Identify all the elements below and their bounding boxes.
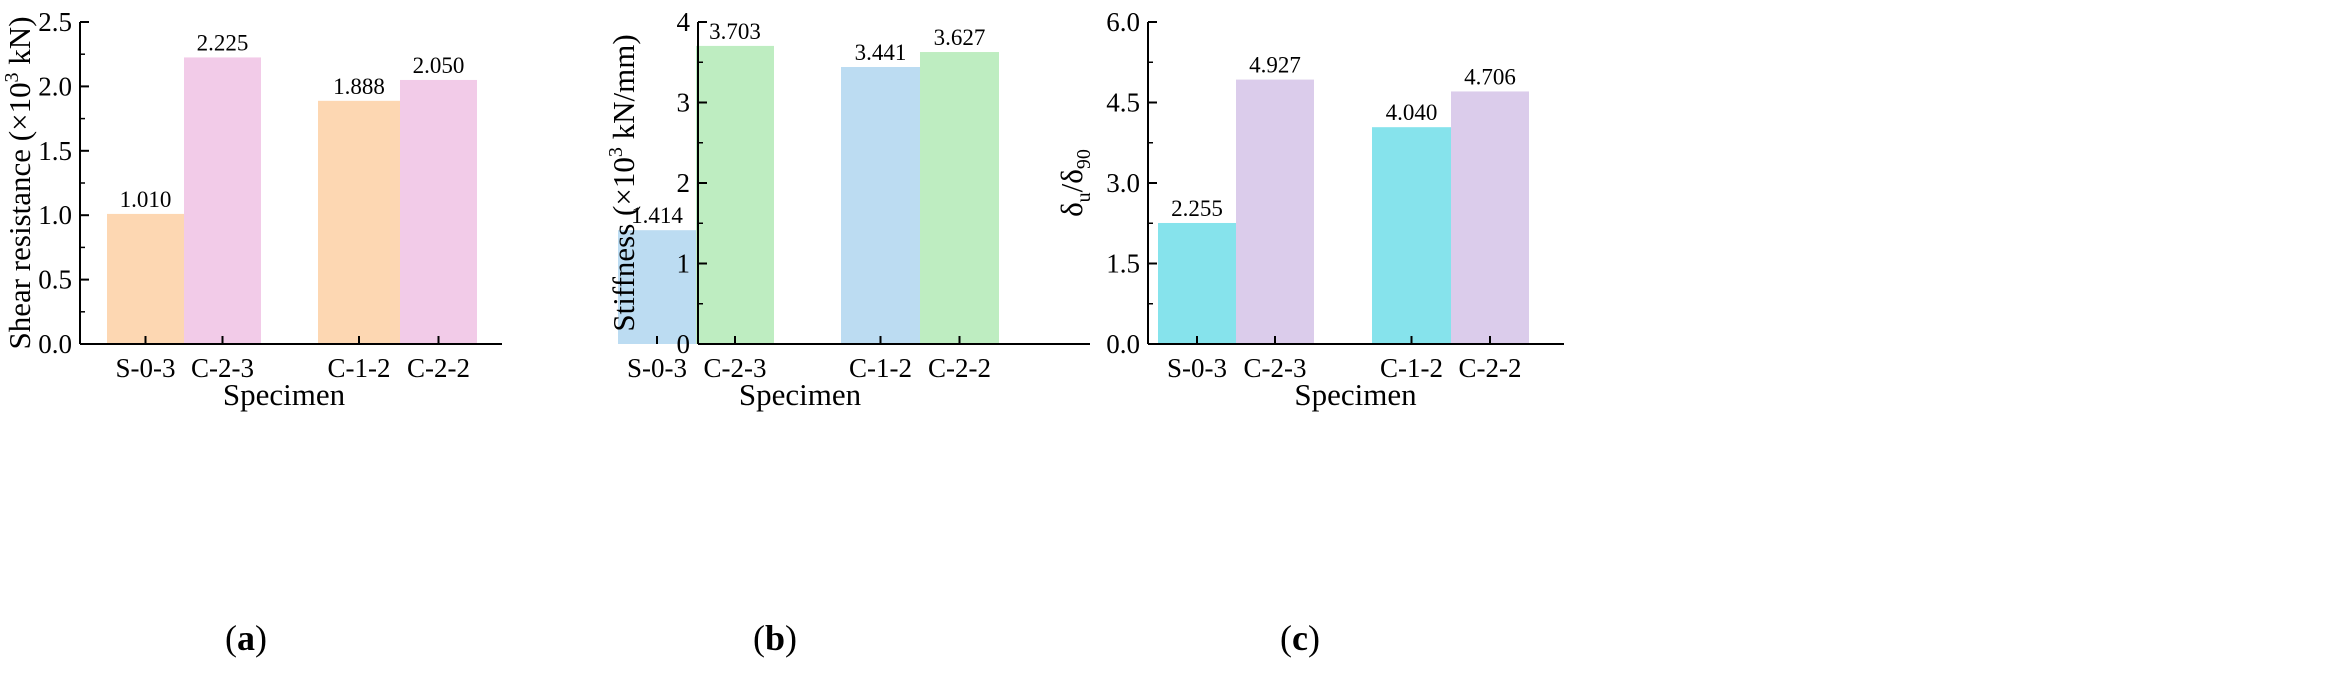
- x-tick-label: C-2-2: [1459, 353, 1522, 383]
- y-tick-label: 2.0: [38, 71, 72, 101]
- panel-label-letter: b: [765, 618, 785, 658]
- panel-label-open: (: [753, 618, 765, 658]
- y-axis-title: δu/δ90: [1054, 149, 1095, 217]
- bar-c-1-2: [841, 66, 920, 344]
- x-tick-label: S-0-3: [627, 353, 687, 383]
- data-label: 3.627: [934, 25, 986, 50]
- panel-label: (c): [1280, 618, 1320, 658]
- data-label: 2.225: [197, 30, 249, 55]
- y-tick-label: 1.0: [38, 200, 72, 230]
- y-tick-label: 4: [677, 7, 691, 37]
- y-tick-label: 1.5: [1106, 249, 1140, 279]
- panel-label-close: ): [785, 618, 797, 658]
- panel-label: (b): [753, 618, 797, 658]
- x-tick-label: C-2-2: [928, 353, 991, 383]
- y-axis-title-superscript: 3: [605, 147, 627, 157]
- x-tick-label: S-0-3: [116, 353, 176, 383]
- x-tick-label: C-1-2: [849, 353, 912, 383]
- y-tick-label: 2: [677, 168, 691, 198]
- chart-panel-b: 1.414 3.703 3.441 3.627 0 1 2 3 4 S-0-3 C-2-3 C-1-2…: [605, 7, 1090, 658]
- bar-c-2-3: [696, 45, 774, 344]
- x-tick-label: C-1-2: [1380, 353, 1443, 383]
- y-tick-label: 0.5: [38, 265, 72, 295]
- y-tick-label: 3: [677, 88, 691, 118]
- data-label: 4.706: [1464, 64, 1516, 89]
- data-label: 3.441: [855, 40, 907, 65]
- panel-label-open: (: [1280, 618, 1292, 658]
- y-axis-title-unit: kN): [2, 16, 37, 72]
- bar-c-2-3: [184, 57, 261, 345]
- data-label: 3.703: [709, 19, 761, 44]
- x-axis-title: Specimen: [1294, 377, 1417, 412]
- y-tick-label: 0: [677, 329, 691, 359]
- y-axis-title-unit: kN/mm): [606, 34, 641, 147]
- y-tick-label: 1: [677, 249, 691, 279]
- bar-s-0-3: [618, 230, 696, 344]
- y-tick-label: 0.0: [1106, 329, 1140, 359]
- y-axis-title-text: Shear resistance (×10: [2, 82, 37, 349]
- bar-c-1-2: [318, 100, 400, 345]
- data-label: 1.888: [333, 74, 385, 99]
- x-axis-title: Specimen: [223, 377, 346, 412]
- panel-label-letter: a: [237, 618, 255, 658]
- y-tick-label: 0.0: [38, 329, 72, 359]
- bar-s-0-3: [1158, 222, 1236, 344]
- bar-c-2-2: [400, 79, 477, 345]
- y-tick-label: 2.5: [38, 7, 72, 37]
- y-axis-title-superscript: 3: [1, 72, 23, 82]
- panel-label-close: ): [255, 618, 267, 658]
- data-label: 2.050: [413, 53, 465, 78]
- data-label: 2.255: [1171, 196, 1223, 221]
- y-axis-title: Stiffness (×103 kN/mm): [605, 34, 641, 331]
- y-tick-label: 3.0: [1106, 168, 1140, 198]
- y-axis-title-text: Stiffness (×10: [606, 157, 641, 332]
- panel-label: (a): [225, 618, 267, 658]
- panel-label-close: ): [1308, 618, 1320, 658]
- y-axis-title-slash: /: [1054, 183, 1089, 192]
- y-tick-label: 6.0: [1106, 7, 1140, 37]
- bar-c-2-2: [1451, 91, 1529, 344]
- bar-c-1-2: [1372, 127, 1451, 344]
- x-tick-label: C-1-2: [328, 353, 391, 383]
- x-axis-title: Specimen: [739, 377, 862, 412]
- chart-panel-c: 2.255 4.927 4.040 4.706 0.0 1.5 3.0 4.5 6.0 S-0-3…: [1054, 7, 1564, 658]
- x-tick-label: C-2-3: [1244, 353, 1307, 383]
- y-tick-label: 1.5: [38, 136, 72, 166]
- y-axis-title: Shear resistance (×103 kN): [1, 16, 37, 349]
- y-tick-label: 4.5: [1106, 88, 1140, 118]
- bar-c-2-2: [920, 52, 999, 345]
- data-label: 4.040: [1386, 100, 1438, 125]
- x-tick-label: C-2-3: [191, 353, 254, 383]
- x-tick-label: C-2-3: [704, 353, 767, 383]
- bar-s-0-3: [107, 213, 184, 344]
- y-axis-title-symbol: δ: [1054, 202, 1089, 217]
- chart-panel-a: 1.010 2.225 1.888 2.050 0.0 0.5 1.0 1.5 2.0 2.5 S-…: [1, 7, 502, 658]
- x-tick-label: C-2-2: [407, 353, 470, 383]
- data-label: 1.414: [631, 203, 683, 228]
- y-axis-title-subscript: u: [1073, 192, 1095, 202]
- bar-c-2-3: [1236, 79, 1314, 344]
- data-label: 4.927: [1249, 53, 1301, 78]
- y-axis-title-subscript: 90: [1073, 149, 1095, 169]
- panel-label-letter: c: [1292, 618, 1308, 658]
- data-label: 1.010: [120, 187, 172, 212]
- x-tick-label: S-0-3: [1167, 353, 1227, 383]
- panel-label-open: (: [225, 618, 237, 658]
- y-axis-title-symbol: δ: [1054, 169, 1089, 184]
